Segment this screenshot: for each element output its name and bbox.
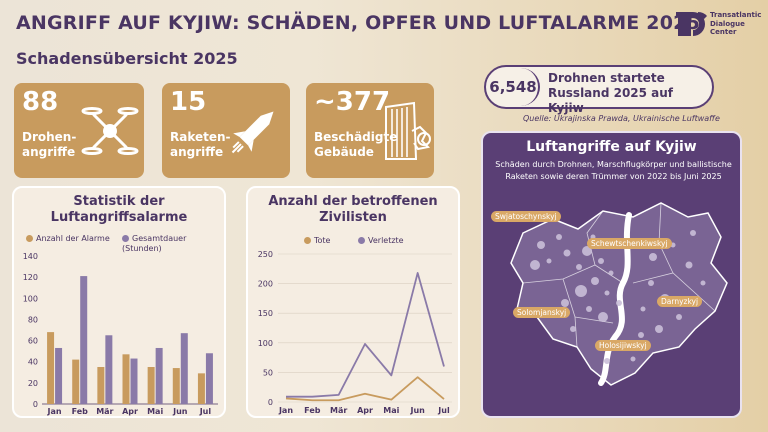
bar: [55, 347, 63, 404]
bar: [205, 353, 213, 404]
y-tick-label: 250: [258, 250, 273, 259]
drones-launched-value: 6,548: [488, 68, 540, 106]
stat-card-missile-attacks: 15 Raketen-angriffe: [162, 83, 290, 178]
legend-swatch: [26, 235, 33, 242]
x-tick-label: Mai: [147, 407, 163, 416]
stat-card-drone-attacks: 88 Drohen-angriffe: [14, 83, 144, 178]
x-tick-label: Mär: [96, 407, 113, 416]
y-tick-label: 20: [28, 379, 38, 388]
bar: [122, 354, 130, 404]
bar: [105, 335, 113, 404]
x-tick-label: Mär: [330, 406, 347, 415]
y-tick-label: 120: [23, 273, 38, 282]
bar-chart: 0 20 40 60 80 100 120 140 Jan Feb Mär Apr Mai Jun Jul: [23, 252, 218, 416]
district-label: Swjatoschynskyj: [491, 211, 561, 222]
chart-title: Statistik der Luftangriffsalarme: [50, 194, 188, 225]
logo-text: Transatlantic Dialogue Center: [710, 11, 762, 36]
district-label: Schewtschenkiwskyj: [587, 238, 672, 249]
map-panel: Luftangriffe auf Kyjiw Schäden durch Dro…: [481, 131, 742, 418]
y-tick-label: 0: [33, 400, 38, 409]
y-tick-label: 200: [258, 280, 273, 289]
stat-value: 15: [170, 87, 207, 117]
civilians-chart-panel: Anzahl der betroffenen Zivilisten Tote V…: [246, 186, 460, 418]
legend-item: Anzahl der Alarme: [26, 234, 110, 244]
stat-card-damaged-buildings: ~377 Beschädigte Gebäude: [306, 83, 434, 178]
bar: [155, 347, 163, 404]
x-tick-label: Mai: [383, 406, 399, 415]
stat-value: 88: [22, 87, 59, 117]
alarm-chart-panel: Statistik der Luftangriffsalarme Anzahl …: [12, 186, 226, 418]
district-label: Holosijiwskyj: [595, 340, 651, 351]
x-tick-label: Feb: [304, 406, 321, 415]
damaged-building-icon: [385, 101, 431, 160]
bar: [80, 276, 88, 404]
chart-title: Anzahl der betroffenen Zivilisten: [268, 194, 438, 225]
drones-launched-callout: 6,548 Drohnen startete Russland 2025 auf…: [484, 65, 714, 115]
bar: [47, 332, 55, 404]
map-title: Luftangriffe auf Kyjiw: [526, 139, 697, 155]
series-line: [286, 272, 445, 398]
page-title: ANGRIFF AUF KYJIW: SCHÄDEN, OPFER UND LU…: [16, 12, 700, 34]
x-tick-label: Jan: [278, 406, 293, 415]
y-tick-label: 150: [258, 309, 273, 318]
legend-item: Tote: [304, 236, 330, 246]
section-subtitle: Schadensübersicht 2025: [16, 49, 238, 68]
legend-item: Verletzte: [358, 236, 404, 246]
x-tick-label: Feb: [72, 407, 89, 416]
bar: [197, 373, 205, 404]
legend-item: Gesamtdauer (Stunden): [122, 234, 187, 253]
x-tick-label: Jun: [409, 406, 425, 415]
y-tick-label: 100: [258, 339, 273, 348]
legend-swatch: [304, 237, 311, 244]
y-tick-label: 0: [268, 398, 273, 407]
x-tick-label: Apr: [357, 406, 373, 415]
bar: [180, 333, 188, 404]
x-tick-label: Jun: [172, 407, 188, 416]
rocket-icon: [231, 111, 274, 154]
kyiv-map: [510, 202, 728, 386]
y-tick-label: 100: [23, 294, 38, 303]
district-label: Solomjanskyj: [513, 307, 571, 318]
bar: [130, 358, 138, 404]
series-line: [285, 376, 445, 402]
source-note: Quelle: Ukrajinska Prawda, Ukrainische L…: [523, 114, 720, 123]
y-tick-label: 140: [23, 252, 38, 261]
x-tick-label: Apr: [122, 407, 138, 416]
stat-label: Beschädigte Gebäude: [314, 130, 398, 159]
x-tick-label: Jul: [437, 406, 450, 415]
logo: Transatlantic Dialogue Center: [676, 9, 766, 41]
bar: [97, 367, 105, 404]
y-tick-label: 60: [28, 337, 38, 346]
map-description: Schäden durch Drohnen, Marschflugkörper …: [495, 160, 732, 181]
legend-swatch: [122, 235, 129, 242]
drone-icon: [81, 107, 139, 155]
tdc-logo-icon: [676, 11, 707, 36]
x-tick-label: Jul: [199, 407, 212, 416]
x-tick-label: Jan: [47, 407, 62, 416]
legend-swatch: [358, 237, 365, 244]
stat-label: Drohen-angriffe: [22, 130, 77, 159]
line-chart: 0 50 100 150 200 250 Jan Feb Mär Apr Mai Jun Jul: [258, 250, 452, 415]
stat-label: Raketen-angriffe: [170, 130, 231, 159]
bar: [172, 368, 180, 404]
y-tick-label: 80: [28, 315, 38, 324]
y-tick-label: 50: [263, 368, 273, 377]
district-label: Darnyzkyj: [657, 296, 703, 307]
drones-launched-text: Drohnen startete Russland 2025 auf Kyjiw: [548, 71, 674, 115]
stat-value: ~377: [314, 87, 391, 117]
bar: [147, 367, 155, 404]
bar: [72, 359, 80, 404]
y-tick-label: 40: [28, 358, 38, 367]
